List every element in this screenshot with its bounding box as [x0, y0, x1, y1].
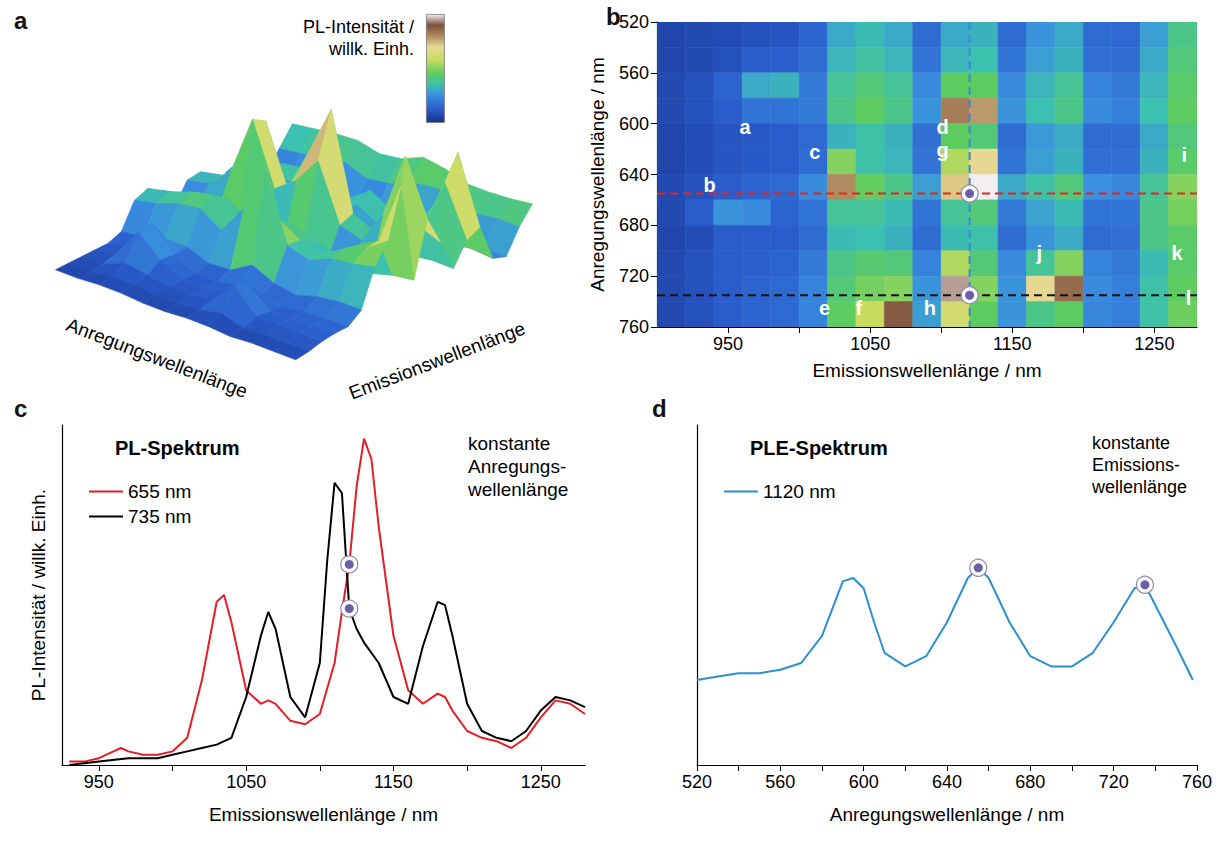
svg-text:950: 950: [713, 334, 743, 354]
svg-text:1120 nm: 1120 nm: [763, 481, 836, 502]
svg-text:d: d: [652, 395, 667, 422]
svg-text:760: 760: [1182, 772, 1212, 792]
svg-text:konstante: konstante: [468, 433, 550, 454]
svg-text:760: 760: [619, 317, 649, 337]
svg-text:560: 560: [765, 772, 795, 792]
svg-text:k: k: [1172, 242, 1184, 264]
svg-text:680: 680: [1015, 772, 1045, 792]
svg-text:Emissionswellenlänge / nm: Emissionswellenlänge / nm: [812, 360, 1041, 381]
svg-text:1150: 1150: [374, 772, 413, 792]
svg-text:600: 600: [619, 114, 649, 134]
svg-text:720: 720: [1099, 772, 1129, 792]
svg-text:d: d: [937, 116, 949, 138]
svg-text:720: 720: [619, 266, 649, 286]
svg-text:PL-Intensität / willk. Einh.: PL-Intensität / willk. Einh.: [28, 489, 49, 701]
svg-text:i: i: [1181, 144, 1187, 166]
svg-text:600: 600: [849, 772, 879, 792]
svg-text:735 nm: 735 nm: [128, 506, 191, 527]
svg-text:640: 640: [932, 772, 962, 792]
svg-text:e: e: [819, 297, 830, 319]
svg-text:j: j: [1035, 242, 1042, 264]
svg-text:1250: 1250: [521, 772, 561, 792]
svg-text:1050: 1050: [226, 772, 266, 792]
svg-text:b: b: [703, 174, 715, 196]
svg-text:520: 520: [682, 772, 712, 792]
svg-text:l: l: [1186, 287, 1192, 309]
svg-text:Emissionswellenlänge / nm: Emissionswellenlänge / nm: [209, 804, 438, 825]
svg-text:b: b: [606, 2, 621, 30]
svg-text:a: a: [740, 116, 752, 138]
svg-text:Emissionswellenlänge: Emissionswellenlänge: [346, 318, 528, 404]
svg-text:Anregungswellenlänge / nm: Anregungswellenlänge / nm: [587, 57, 608, 292]
svg-text:1250: 1250: [1134, 334, 1174, 354]
svg-text:1050: 1050: [850, 334, 890, 354]
svg-text:640: 640: [619, 165, 649, 185]
svg-text:1150: 1150: [993, 334, 1032, 354]
svg-text:Anregungswellenlänge: Anregungswellenlänge: [64, 314, 251, 402]
svg-text:Anregungswellenlänge / nm: Anregungswellenlänge / nm: [830, 804, 1065, 825]
svg-text:PL-Intensität /: PL-Intensität /: [303, 17, 414, 37]
svg-text:c: c: [14, 395, 27, 422]
svg-text:520: 520: [619, 12, 649, 32]
svg-text:konstante: konstante: [1092, 433, 1170, 453]
svg-text:950: 950: [84, 772, 114, 792]
svg-text:h: h: [924, 297, 936, 319]
svg-text:PLE-Spektrum: PLE-Spektrum: [750, 437, 888, 459]
svg-text:PL-Spektrum: PL-Spektrum: [115, 437, 239, 459]
svg-text:655 nm: 655 nm: [128, 481, 191, 502]
svg-text:willk. Einh.: willk. Einh.: [328, 39, 414, 59]
svg-text:c: c: [809, 141, 820, 163]
svg-text:g: g: [937, 139, 949, 161]
svg-text:f: f: [855, 297, 862, 319]
svg-text:Emissions-: Emissions-: [1092, 455, 1180, 475]
svg-text:Anregungs-: Anregungs-: [468, 456, 566, 477]
svg-text:wellenlänge: wellenlänge: [467, 479, 568, 500]
svg-text:560: 560: [619, 63, 649, 83]
svg-text:wellenlänge: wellenlänge: [1091, 477, 1187, 497]
svg-text:a: a: [14, 7, 28, 34]
svg-text:680: 680: [619, 215, 649, 235]
